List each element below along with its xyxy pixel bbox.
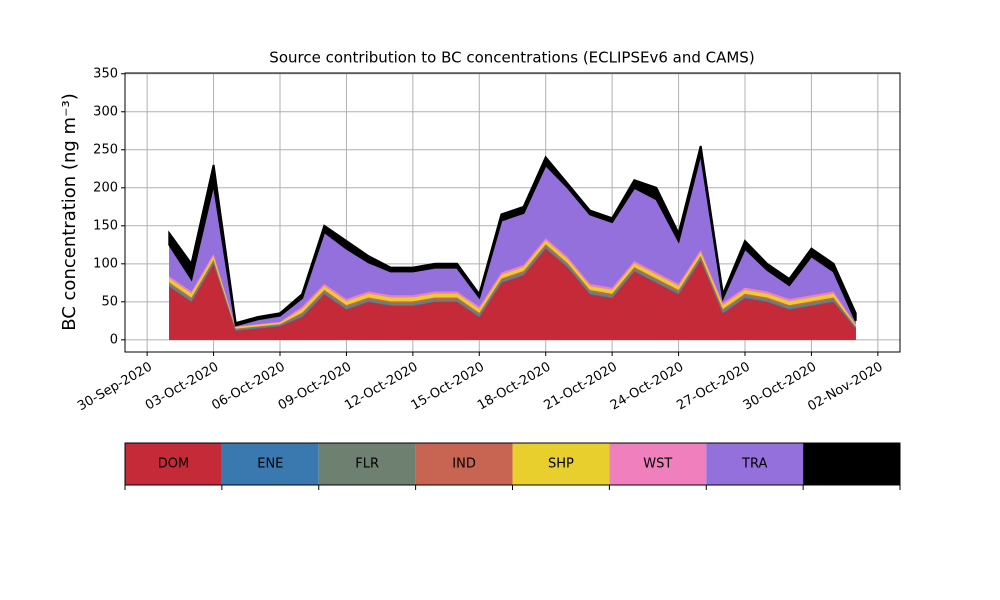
legend-swatch (415, 443, 513, 485)
x-tick-label: 03-Oct-2020 (143, 360, 221, 414)
legend-label: WST (643, 457, 672, 472)
y-tick-label: 0 (110, 332, 118, 347)
legend-swatch (318, 443, 416, 485)
x-tick-label: 12-Oct-2020 (342, 360, 420, 414)
y-tick-label: 300 (93, 104, 118, 119)
y-tick-label: 200 (93, 180, 118, 195)
legend-swatch (125, 443, 222, 485)
x-tick-label: 21-Oct-2020 (542, 360, 620, 414)
chart-title: Source contribution to BC concentrations… (269, 49, 754, 67)
legend-swatch (221, 443, 319, 485)
x-tick-label: 24-Oct-2020 (608, 360, 686, 414)
legend-frame (124, 442, 901, 486)
legend-swatch (706, 443, 804, 485)
legend-label: FLR (355, 457, 379, 472)
legend-label: DOM (158, 457, 189, 472)
x-tick-label: 27-Oct-2020 (674, 360, 752, 414)
x-tick-label: 15-Oct-2020 (409, 360, 487, 414)
area (168, 145, 857, 327)
legend-swatch (609, 443, 707, 485)
x-tick-label: 09-Oct-2020 (276, 360, 354, 414)
y-axis-label: BC concentration (ng m⁻³) (59, 93, 80, 331)
legend-label: SHP (548, 457, 574, 472)
x-tick-label: 02-Nov-2020 (805, 360, 885, 415)
plot-frame (124, 72, 901, 353)
legend-label: ENE (257, 457, 283, 472)
x-tick-label: 30-Sep-2020 (75, 360, 155, 415)
y-tick-label: 350 (93, 66, 118, 81)
legend-swatch (803, 443, 900, 485)
y-tick-label: 150 (93, 218, 118, 233)
legend-label: TRA (741, 457, 767, 472)
legend-swatch (512, 443, 610, 485)
x-tick-label: 06-Oct-2020 (209, 360, 287, 414)
x-tick-label: 18-Oct-2020 (475, 360, 553, 414)
legend-label: BB (843, 457, 861, 472)
y-tick-label: 100 (93, 256, 118, 271)
y-tick-label: 250 (93, 142, 118, 157)
legend-label: IND (452, 457, 476, 472)
y-tick-label: 50 (101, 294, 118, 309)
